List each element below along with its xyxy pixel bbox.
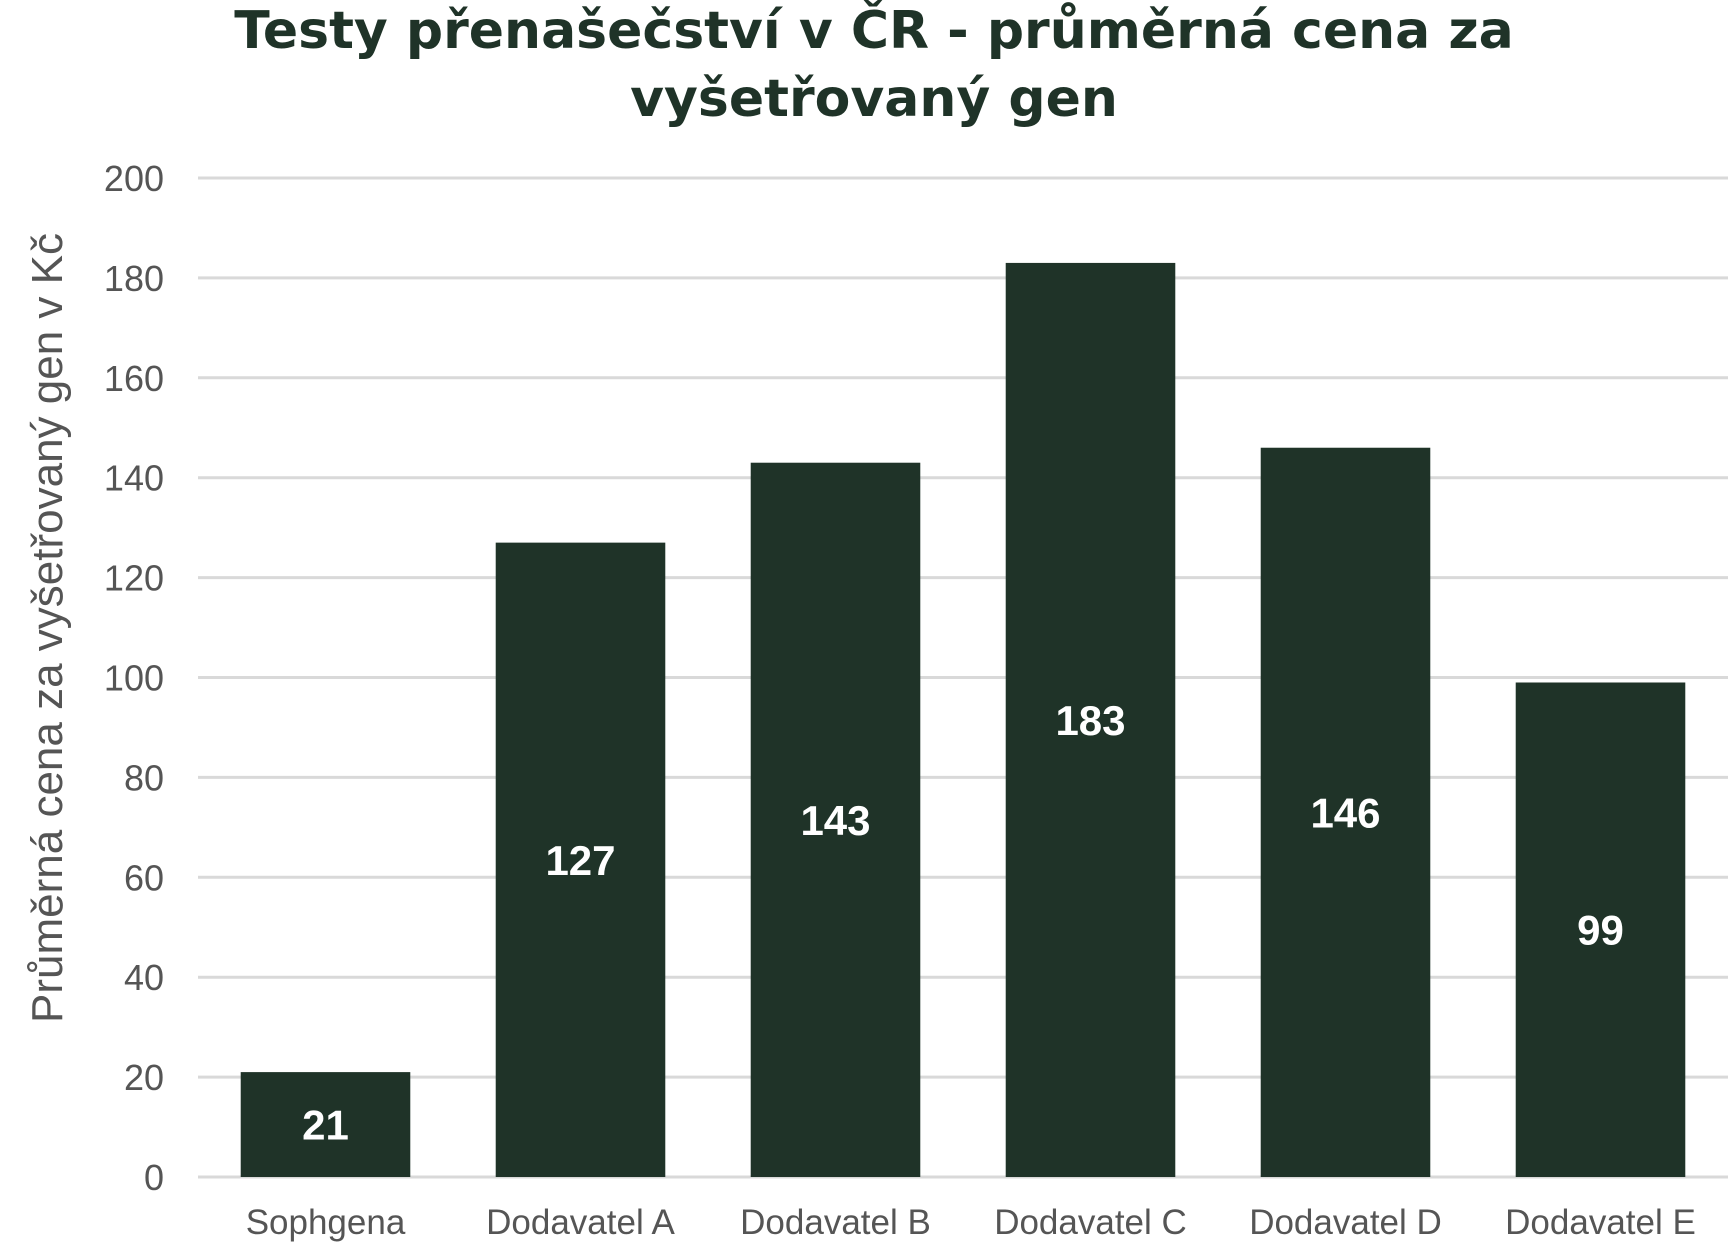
bar	[1005, 262, 1176, 1177]
bar	[1515, 682, 1686, 1177]
data-label: 183	[1055, 697, 1125, 744]
x-axis-labels: Sophgena Dodavatel A Dodavatel B Dodavatel …	[246, 1203, 1696, 1242]
chart-title-line-1: Testy přenašečství v ČR - průměrná cena …	[234, 0, 1513, 61]
y-tick-label: 200	[104, 158, 164, 199]
y-tick-label: 60	[124, 857, 164, 898]
data-label: 127	[545, 837, 615, 884]
bar	[240, 1072, 411, 1177]
y-tick-label: 180	[104, 258, 164, 299]
data-label: 146	[1310, 789, 1380, 836]
data-label: 21	[302, 1102, 349, 1149]
data-label: 143	[800, 797, 870, 844]
y-tick-label: 120	[104, 558, 164, 599]
y-tick-label: 100	[104, 658, 164, 699]
bars: 21 127 143 183 146 99	[240, 262, 1686, 1178]
y-axis-ticks: 0 20 40 60 80 100 120 140 160 180 200	[104, 158, 164, 1198]
gridlines	[198, 176, 1728, 1179]
x-tick-label: Dodavatel B	[740, 1203, 931, 1242]
bar	[1260, 447, 1431, 1178]
x-tick-label: Dodavatel A	[486, 1203, 675, 1242]
chart-title-line-2: vyšetřovaný gen	[630, 69, 1118, 129]
bar	[750, 462, 921, 1178]
x-tick-label: Dodavatel E	[1505, 1203, 1696, 1242]
data-label: 99	[1577, 907, 1624, 954]
y-tick-label: 0	[144, 1157, 164, 1198]
x-tick-label: Dodavatel C	[994, 1203, 1187, 1242]
x-tick-label: Dodavatel D	[1249, 1203, 1442, 1242]
y-tick-label: 40	[124, 957, 164, 998]
y-tick-label: 80	[124, 757, 164, 798]
y-tick-label: 160	[104, 358, 164, 399]
x-tick-label: Sophgena	[246, 1203, 406, 1242]
y-tick-label: 20	[124, 1057, 164, 1098]
y-tick-label: 140	[104, 458, 164, 499]
bar	[495, 542, 666, 1177]
y-axis-title: Průměrná cena za vyšetřovaný gen v Kč	[23, 233, 72, 1023]
